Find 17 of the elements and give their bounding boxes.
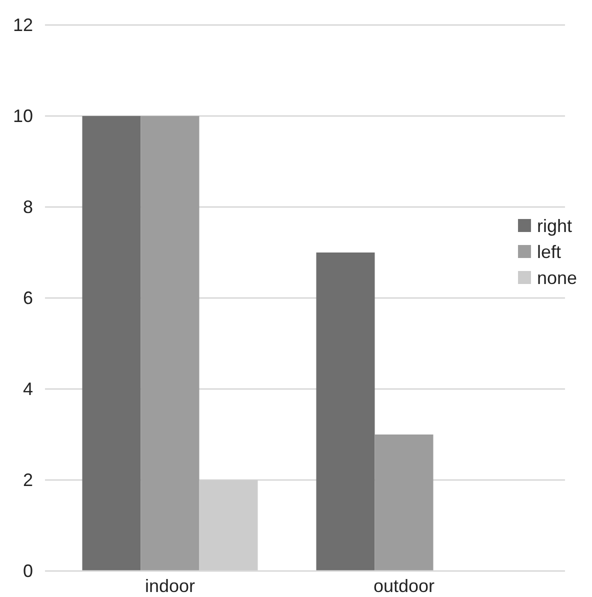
y-tick-label: 6 <box>22 288 33 308</box>
legend-label: left <box>537 242 562 262</box>
x-tick-label: outdoor <box>373 576 435 596</box>
y-tick-label: 12 <box>12 14 33 35</box>
bar <box>374 434 434 571</box>
legend-label: right <box>537 216 572 236</box>
bar <box>199 480 258 571</box>
y-tick-label: 8 <box>22 196 33 217</box>
bar <box>140 116 200 571</box>
y-tick-label: 0 <box>22 560 33 581</box>
y-tick-label: 4 <box>22 378 33 399</box>
bar <box>316 252 375 571</box>
x-tick-label: indoor <box>144 576 196 596</box>
y-tick-label: 10 <box>12 106 33 126</box>
legend-label: none <box>537 268 578 288</box>
bar <box>82 116 141 571</box>
y-tick-label: 2 <box>22 470 33 490</box>
